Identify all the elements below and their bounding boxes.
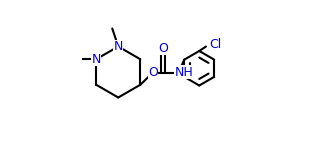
Text: O: O bbox=[158, 42, 168, 55]
Text: N: N bbox=[91, 53, 101, 66]
Text: O: O bbox=[148, 66, 158, 79]
Text: Cl: Cl bbox=[209, 38, 221, 51]
Text: N: N bbox=[114, 40, 123, 53]
Text: NH: NH bbox=[175, 66, 193, 78]
